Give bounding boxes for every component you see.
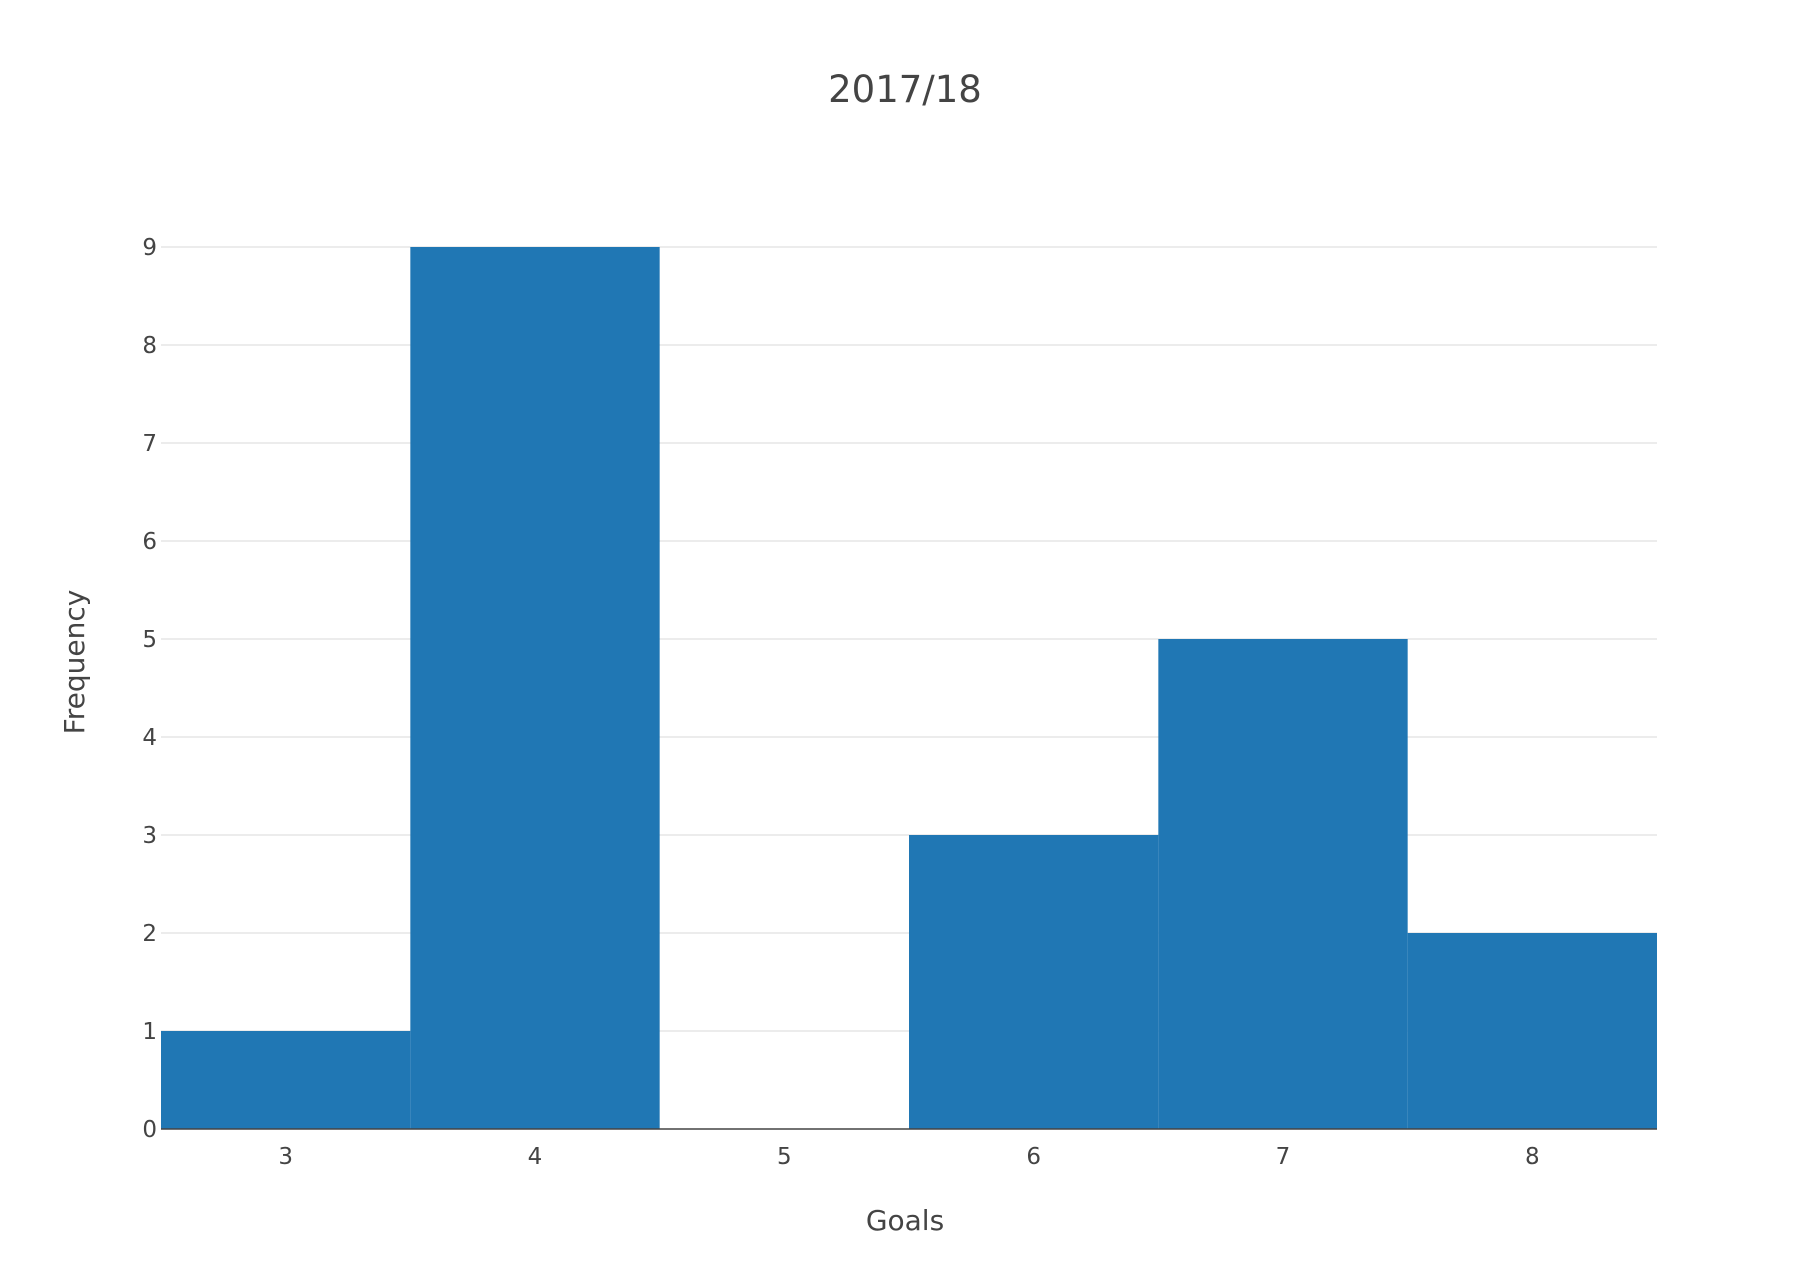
- x-tick-label: 4: [528, 1144, 543, 1170]
- bars: [161, 247, 1657, 1129]
- y-tick-label: 1: [142, 1019, 157, 1045]
- y-tick-label: 9: [142, 235, 157, 261]
- y-tick-label: 4: [142, 725, 157, 751]
- axes: 0 1 2 3 4 5 6 7 8 9 3 4 5 6 7 8: [142, 235, 1657, 1170]
- x-tick-label: 7: [1276, 1144, 1291, 1170]
- chart-title: 2017/18: [828, 68, 982, 111]
- y-tick-label: 5: [142, 627, 157, 653]
- y-tick-label: 3: [142, 823, 157, 849]
- y-tick-label: 2: [142, 921, 157, 947]
- bar-3: [161, 1031, 411, 1129]
- bar-7: [1158, 639, 1408, 1129]
- x-tick-label: 3: [278, 1144, 293, 1170]
- y-tick-label: 0: [142, 1117, 157, 1143]
- bar-6: [909, 835, 1159, 1129]
- bar-4: [410, 247, 660, 1129]
- x-tick-label: 5: [777, 1144, 792, 1170]
- y-tick-label: 8: [142, 333, 157, 359]
- x-axis-title: Goals: [866, 1204, 944, 1237]
- y-tick-label: 6: [142, 529, 157, 555]
- bar-8: [1407, 933, 1657, 1129]
- y-tick-label: 7: [142, 431, 157, 457]
- y-axis-title: Frequency: [58, 590, 91, 735]
- x-tick-label: 8: [1525, 1144, 1540, 1170]
- x-tick-label: 6: [1026, 1144, 1041, 1170]
